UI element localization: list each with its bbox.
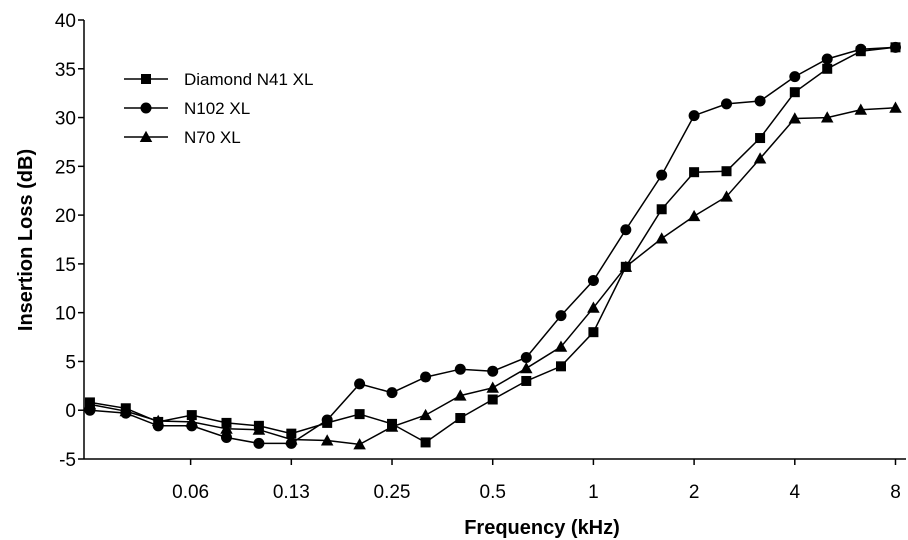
data-point-series-3 <box>753 152 767 164</box>
data-point-series-3 <box>151 414 165 426</box>
data-point-series-3 <box>655 232 668 244</box>
data-point-series-1 <box>420 437 431 448</box>
data-point-series-2 <box>487 365 499 377</box>
data-point-series-1 <box>789 87 800 98</box>
data-point-series-2 <box>354 378 366 390</box>
y-tick-label: 20 <box>55 206 76 227</box>
data-point-series-2 <box>721 98 733 110</box>
legend-marker <box>141 74 151 84</box>
data-point-series-3 <box>820 111 834 123</box>
data-point-series-2 <box>555 310 567 322</box>
y-tick-label: 0 <box>65 401 76 422</box>
x-tick-label: 0.25 <box>374 482 411 503</box>
data-point-series-1 <box>822 63 833 74</box>
data-point-series-3 <box>587 301 600 313</box>
data-point-series-3 <box>119 404 133 417</box>
data-point-series-3 <box>185 415 199 427</box>
data-point-series-3 <box>419 408 432 421</box>
y-tick-label: 25 <box>55 157 76 178</box>
y-tick-label: 15 <box>55 255 76 276</box>
data-point-series-2 <box>855 43 867 55</box>
data-point-series-3 <box>889 101 902 113</box>
legend-marker <box>140 102 152 114</box>
data-point-series-3 <box>854 103 868 115</box>
x-tick-label: 0.13 <box>273 482 310 503</box>
data-point-series-1 <box>656 204 667 215</box>
x-tick-label: 8 <box>890 482 901 503</box>
x-tick-label: 2 <box>689 482 700 503</box>
data-point-series-2 <box>620 224 632 236</box>
x-tick-label: 0.06 <box>172 482 209 503</box>
data-point-series-1 <box>555 361 566 372</box>
data-point-series-2 <box>821 53 833 65</box>
data-point-series-1 <box>721 166 732 177</box>
y-tick-label: 30 <box>55 109 76 130</box>
legend-label: N70 XL <box>184 128 241 147</box>
data-point-series-2 <box>656 169 668 181</box>
data-point-series-3 <box>687 209 701 222</box>
data-point-series-3 <box>554 340 568 352</box>
data-point-series-3 <box>619 260 633 272</box>
data-point-series-3 <box>285 433 298 445</box>
data-point-series-3 <box>320 434 334 446</box>
data-point-series-1 <box>487 394 498 405</box>
data-point-series-3 <box>252 423 266 435</box>
data-point-series-1 <box>755 133 766 144</box>
x-tick-label: 0.5 <box>480 482 506 503</box>
x-tick-label: 4 <box>790 482 801 503</box>
x-axis-title: Frequency (kHz) <box>464 517 620 539</box>
data-point-series-2 <box>420 371 432 383</box>
data-point-series-2 <box>321 414 333 426</box>
legend-label: N102 XL <box>184 99 250 118</box>
legend-marker <box>139 130 153 142</box>
data-point-series-3 <box>385 420 399 432</box>
data-point-series-2 <box>520 352 532 364</box>
data-point-series-2 <box>587 274 599 286</box>
data-point-series-2 <box>386 387 398 399</box>
data-point-series-1 <box>588 327 599 338</box>
y-tick-label: 10 <box>55 304 76 325</box>
data-point-series-1 <box>521 375 532 386</box>
data-point-series-3 <box>220 422 233 434</box>
y-axis-title: Insertion Loss (dB) <box>15 149 37 331</box>
data-point-series-2 <box>688 110 700 122</box>
y-tick-label: 5 <box>65 352 76 373</box>
data-point-series-1 <box>455 413 466 424</box>
data-point-series-3 <box>720 190 733 202</box>
plot-area: -5 0 5 10 15 20 25 30 35 40 0.06 0.13 0.25 0.5 1 2 4 8 Dia… <box>55 11 906 503</box>
data-point-series-3 <box>520 362 533 374</box>
data-point-series-3 <box>454 389 467 401</box>
data-point-series-3 <box>788 112 802 124</box>
y-tick-label: 35 <box>55 60 76 81</box>
data-point-series-2 <box>220 432 232 444</box>
data-point-series-1 <box>354 409 365 420</box>
data-point-series-3 <box>486 381 499 393</box>
legend-label: Diamond N41 XL <box>184 70 313 89</box>
y-tick-label: -5 <box>59 450 76 471</box>
series-line-3 <box>89 107 896 446</box>
x-tick-label: 1 <box>588 482 599 503</box>
data-point-series-2 <box>754 95 766 107</box>
data-point-series-1 <box>186 410 197 421</box>
y-tick-label: 40 <box>55 11 76 32</box>
data-point-series-2 <box>454 363 466 375</box>
data-point-series-3 <box>353 438 366 450</box>
data-point-series-3 <box>83 398 97 410</box>
data-point-series-2 <box>889 41 901 53</box>
data-point-series-2 <box>789 71 801 83</box>
data-point-series-2 <box>253 437 265 449</box>
data-point-series-1 <box>689 167 700 178</box>
